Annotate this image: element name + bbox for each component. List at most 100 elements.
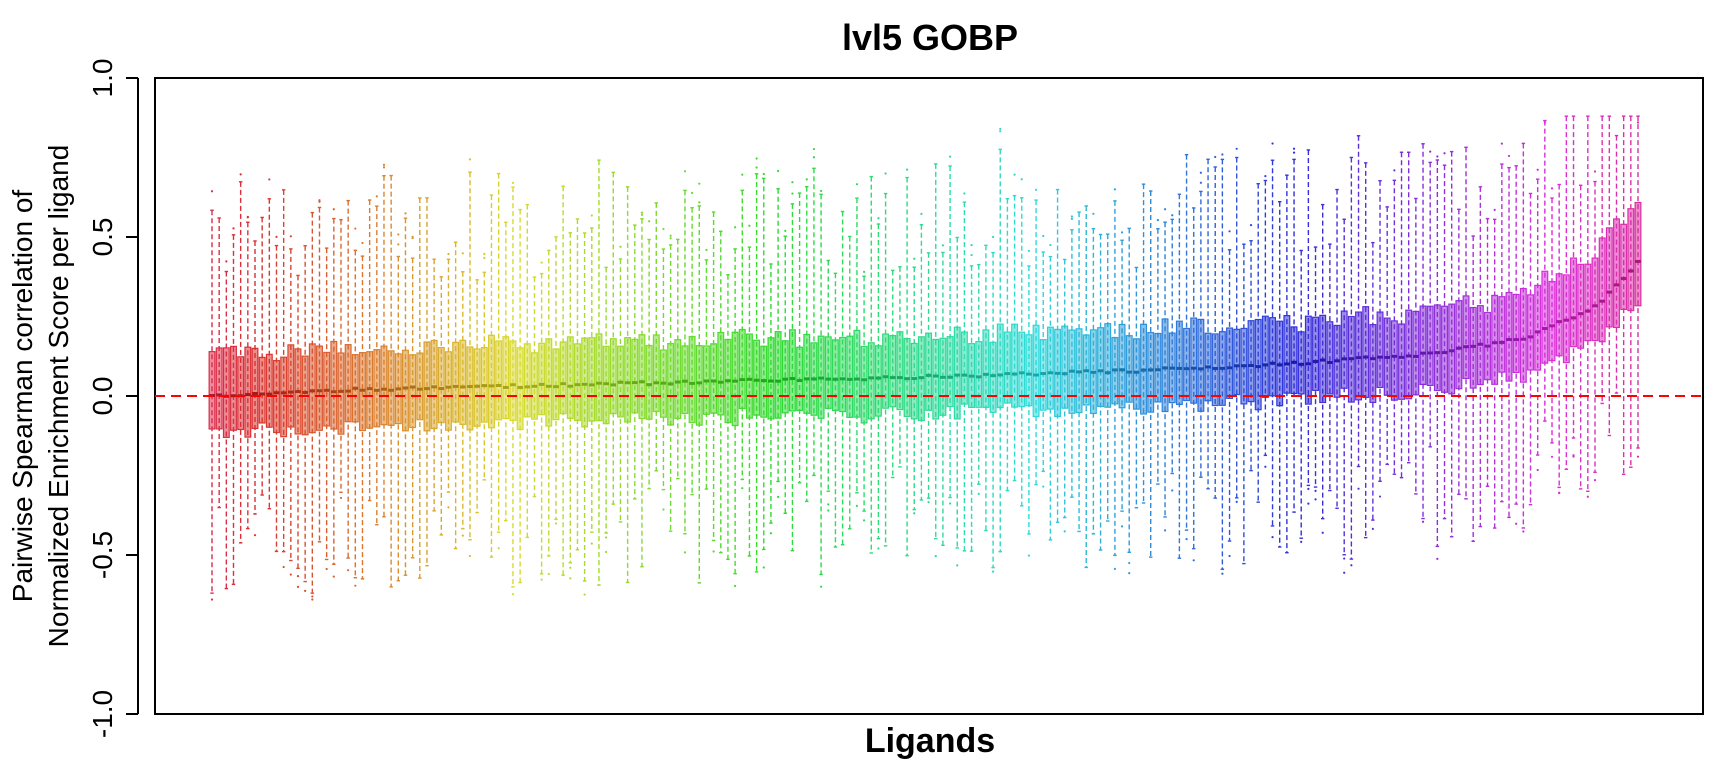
box-mark bbox=[545, 249, 553, 576]
box-body bbox=[466, 346, 474, 431]
box-outlier bbox=[1550, 187, 1554, 190]
box-mark bbox=[681, 170, 689, 554]
box-outlier bbox=[605, 536, 608, 539]
box-outlier bbox=[1350, 564, 1353, 567]
box-body bbox=[695, 345, 703, 426]
box-outlier bbox=[583, 593, 586, 596]
box-outlier bbox=[970, 253, 973, 257]
box-outlier bbox=[762, 172, 765, 176]
box-mark bbox=[982, 244, 990, 532]
box-outlier bbox=[296, 585, 300, 588]
box-outlier bbox=[1228, 230, 1231, 233]
box-body bbox=[1018, 331, 1026, 408]
box-outlier bbox=[1120, 231, 1124, 234]
box-body bbox=[215, 347, 223, 430]
box-mark bbox=[939, 244, 947, 547]
box-body bbox=[1362, 306, 1370, 398]
box-outlier bbox=[956, 564, 959, 567]
box-outlier bbox=[791, 181, 794, 184]
box-mark bbox=[337, 219, 345, 500]
box-outlier bbox=[669, 237, 672, 240]
box-mark bbox=[1290, 147, 1298, 513]
box-outlier bbox=[1343, 557, 1346, 560]
box-mark bbox=[960, 192, 968, 552]
box-body bbox=[1233, 328, 1241, 396]
box-outlier bbox=[862, 519, 866, 522]
box-body bbox=[1290, 326, 1298, 395]
box-body bbox=[1534, 284, 1542, 371]
box-outlier bbox=[1120, 525, 1124, 528]
box-mark bbox=[1154, 218, 1162, 485]
box-outlier bbox=[1034, 188, 1038, 191]
box-mark bbox=[502, 221, 510, 522]
box-outlier bbox=[991, 235, 995, 239]
box-outlier bbox=[1113, 188, 1116, 191]
box-body bbox=[932, 338, 940, 420]
box-body bbox=[237, 356, 245, 431]
box-outlier bbox=[325, 567, 328, 571]
box-body bbox=[437, 346, 445, 424]
box-body bbox=[1634, 201, 1642, 307]
box-mark bbox=[695, 182, 703, 584]
box-outlier bbox=[1515, 522, 1518, 525]
box-mark bbox=[1369, 241, 1377, 530]
box-outlier bbox=[1507, 154, 1511, 158]
box-mark bbox=[373, 195, 381, 526]
box-mark bbox=[1175, 193, 1183, 559]
box-outlier bbox=[361, 241, 364, 245]
box-mark bbox=[824, 259, 832, 512]
box-mark bbox=[402, 212, 409, 576]
box-outlier bbox=[397, 233, 400, 236]
box-body bbox=[1512, 293, 1520, 374]
box-outlier bbox=[1163, 529, 1167, 532]
box-mark bbox=[380, 163, 388, 518]
box-mark bbox=[667, 234, 675, 532]
box-mark bbox=[767, 263, 775, 535]
box-body bbox=[1254, 318, 1262, 411]
box-body bbox=[1570, 257, 1577, 348]
box-outlier bbox=[605, 550, 608, 554]
box-body bbox=[631, 338, 639, 414]
box-mark bbox=[1226, 230, 1234, 558]
box-outlier bbox=[483, 252, 486, 256]
y-axis: -1.0 -0.5 0.0 0.5 1.0 bbox=[87, 59, 139, 738]
box-body bbox=[1577, 263, 1585, 349]
box-outlier bbox=[1192, 559, 1195, 562]
box-body bbox=[1312, 316, 1320, 391]
box-outlier bbox=[1436, 155, 1439, 158]
box-mark bbox=[1376, 180, 1384, 498]
box-mark bbox=[1390, 169, 1398, 475]
box-mark bbox=[1082, 205, 1090, 569]
box-body bbox=[688, 335, 696, 424]
box-mark bbox=[738, 173, 746, 490]
box-body bbox=[796, 346, 804, 412]
box-body bbox=[874, 345, 882, 417]
box-body bbox=[645, 344, 653, 420]
box-mark bbox=[1620, 115, 1628, 475]
box-body bbox=[244, 346, 252, 438]
box-body bbox=[681, 345, 689, 414]
box-outlier bbox=[1393, 169, 1396, 172]
box-outlier bbox=[999, 127, 1002, 131]
box-mark bbox=[1527, 192, 1534, 506]
box-body bbox=[1061, 325, 1069, 409]
box-mark bbox=[387, 174, 395, 588]
box-outlier bbox=[748, 224, 751, 227]
box-outlier bbox=[1171, 489, 1174, 492]
box-outlier bbox=[1199, 171, 1202, 174]
box-mark bbox=[860, 270, 868, 522]
box-body bbox=[1269, 317, 1277, 397]
box-mark bbox=[1254, 182, 1262, 503]
box-outlier bbox=[404, 212, 407, 215]
box-outlier bbox=[1063, 530, 1066, 533]
box-outlier bbox=[1343, 571, 1346, 574]
box-outlier bbox=[1235, 147, 1238, 150]
box-body bbox=[753, 339, 761, 416]
box-body bbox=[975, 341, 983, 408]
box-body bbox=[452, 341, 460, 423]
box-body bbox=[803, 333, 811, 414]
box-outlier bbox=[382, 163, 386, 166]
box-outlier bbox=[1314, 498, 1317, 501]
box-outlier bbox=[540, 578, 543, 581]
box-outlier bbox=[855, 183, 859, 186]
